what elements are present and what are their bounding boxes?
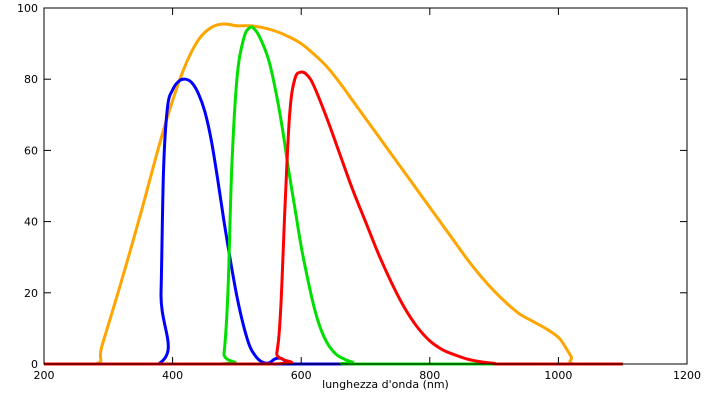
x-axis-label: lunghezza d'onda (nm) [322, 378, 449, 391]
blue-curve [44, 77, 623, 366]
red-curve [44, 70, 623, 366]
y-tick-label: 80 [24, 73, 38, 86]
curve-layer [44, 22, 623, 366]
plot-frame [43, 7, 688, 365]
y-tick-label: 100 [17, 2, 38, 15]
x-tick-label: 1200 [673, 369, 701, 382]
y-tick-label: 40 [24, 216, 38, 229]
x-tick-label: 600 [291, 369, 312, 382]
x-tick-label: 200 [34, 369, 55, 382]
y-tick-label: 0 [31, 358, 38, 371]
x-tick-label: 800 [419, 369, 440, 382]
y-tick-label: 20 [24, 287, 38, 300]
tick-layer: 200 400 600 800 1000 1200 0 20 40 60 80 100 [17, 2, 701, 382]
x-tick-label: 1000 [544, 369, 572, 382]
x-tick-label: 400 [162, 369, 183, 382]
orange-curve [44, 22, 623, 366]
green-curve [44, 25, 623, 366]
y-tick-label: 60 [24, 144, 38, 157]
